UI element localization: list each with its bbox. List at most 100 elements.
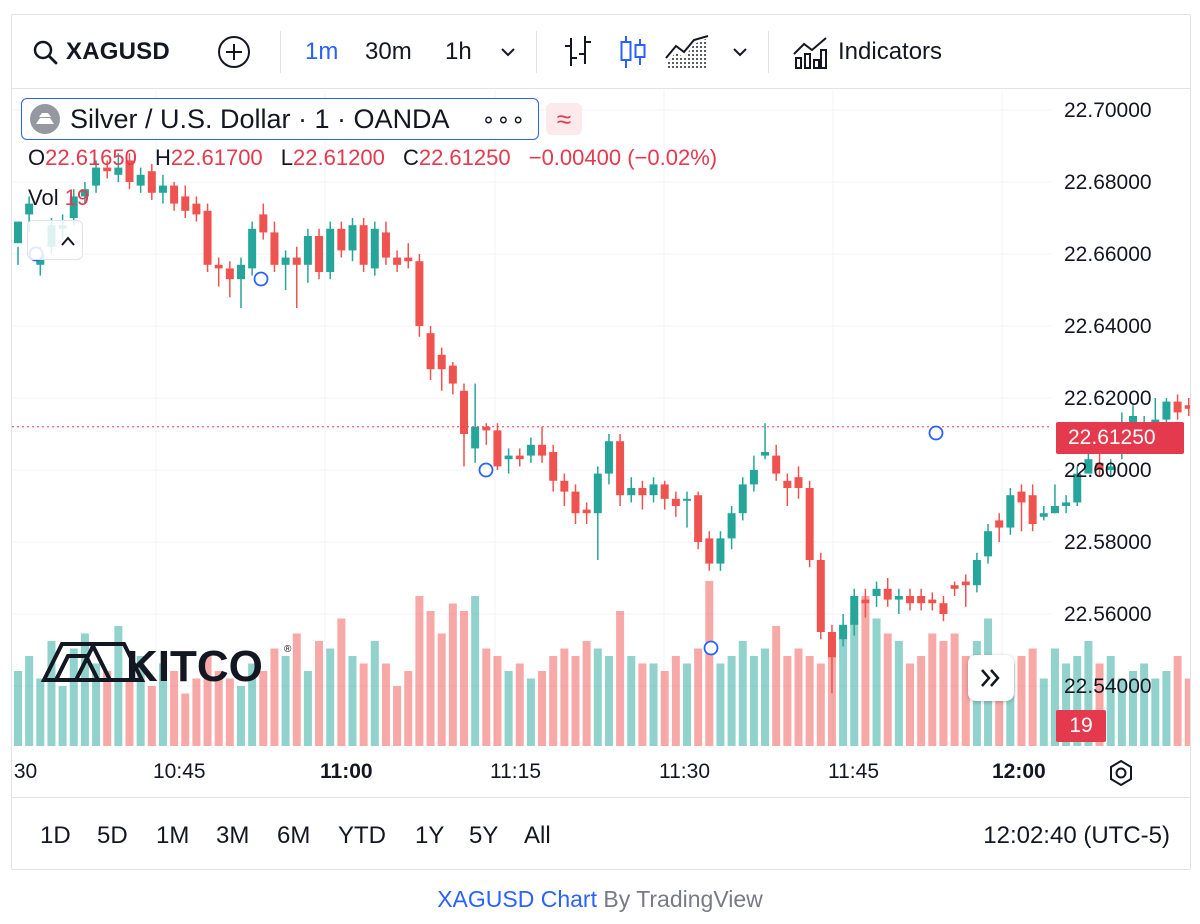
candle-body (604, 441, 613, 474)
volume-bar (604, 656, 613, 746)
price-scale-label: 22.54000 (1064, 675, 1152, 698)
price-scale-label: 22.66000 (1064, 243, 1152, 266)
compare-button[interactable] (216, 15, 252, 89)
candle-body (794, 477, 803, 488)
time-label: 11:15 (490, 760, 541, 783)
candle-body (616, 441, 625, 496)
price-chart[interactable] (12, 90, 1190, 746)
volume-bar (794, 648, 803, 746)
chart-style-dropdown[interactable] (730, 15, 750, 89)
candle-body (571, 491, 580, 514)
time-axis[interactable]: :30 10:45 11:00 11:15 11:30 11:45 12:00 (12, 746, 1190, 796)
candle-body (170, 185, 179, 204)
timeframe-30m[interactable]: 30m (365, 38, 412, 65)
volume-bar (315, 641, 324, 746)
search-icon (33, 40, 58, 65)
candle-body (749, 470, 758, 485)
chevron-up-icon (61, 236, 75, 246)
time-label: 12:00 (992, 760, 1046, 783)
volume-value: 19 (64, 185, 90, 210)
attribution-text: By TradingView (596, 886, 763, 912)
indicators-label: Indicators (838, 38, 943, 65)
candles-icon (620, 36, 646, 68)
volume-bar (225, 678, 234, 746)
candle-body (281, 257, 290, 265)
volume-legend: Vol 19 (28, 185, 90, 210)
volume-bar (58, 686, 67, 746)
candle-body (560, 480, 569, 492)
candle-body (370, 228, 379, 269)
volume-bar (816, 663, 825, 746)
candle-body (950, 585, 959, 589)
volume-bar (827, 641, 836, 746)
settings-button[interactable] (1106, 758, 1136, 793)
candle-body (482, 426, 491, 431)
candle-body (426, 333, 435, 370)
double-chevron-right-icon (981, 669, 1000, 687)
range-3m[interactable]: 3M (216, 822, 250, 849)
chart-widget: XAGUSD 1m 30m 1h (11, 14, 1191, 870)
candle-body (404, 257, 413, 262)
area-style-button[interactable] (664, 15, 710, 89)
volume-bar (270, 648, 279, 746)
range-1m[interactable]: 1M (156, 822, 190, 849)
candle-body (1184, 405, 1190, 409)
scroll-to-realtime-button[interactable] (968, 655, 1014, 701)
candle-body (816, 560, 825, 632)
range-1d[interactable]: 1D (40, 822, 71, 849)
candle-body (861, 599, 870, 604)
exchange-clock[interactable]: 12:02:40 (UTC-5) (983, 822, 1170, 849)
candle-body (337, 228, 346, 251)
timeframe-1h[interactable]: 1h (445, 38, 472, 65)
volume-bar (526, 678, 535, 746)
candle-body (359, 225, 368, 265)
chart-link[interactable]: XAGUSD Chart (437, 886, 597, 912)
range-all[interactable]: All (524, 822, 551, 849)
symbol-search[interactable]: XAGUSD (32, 15, 170, 89)
indicators-button[interactable]: Indicators (792, 15, 942, 89)
open-value: 22.61650 (45, 145, 137, 170)
range-1y[interactable]: 1Y (415, 822, 445, 849)
bars-style-button[interactable] (562, 15, 594, 89)
volume-bar (136, 656, 145, 746)
candles-style-button[interactable] (618, 15, 648, 89)
candle-body (649, 484, 658, 496)
timeframe-dropdown[interactable] (498, 15, 518, 89)
time-label: 10:45 (153, 760, 206, 783)
collapse-legend-button[interactable] (27, 220, 83, 260)
range-5d[interactable]: 5D (97, 822, 128, 849)
toolbar-divider (768, 31, 769, 73)
range-ytd[interactable]: YTD (338, 822, 386, 849)
candle-body (928, 599, 937, 604)
volume-bar (1184, 678, 1190, 746)
volume-bar (783, 656, 792, 746)
toolbar-divider (280, 31, 281, 73)
range-5y[interactable]: 5Y (469, 822, 499, 849)
range-6m[interactable]: 6M (277, 822, 311, 849)
candle-body (493, 430, 502, 467)
volume-bar (214, 671, 223, 746)
volume-bar (671, 656, 680, 746)
symbol-legend[interactable]: Silver / U.S. Dollar · 1 · OANDA ∘∘∘ (21, 98, 539, 140)
timeframe-1m[interactable]: 1m (305, 38, 339, 65)
candle-body (894, 596, 903, 600)
candle-body (292, 257, 301, 265)
time-label: 11:45 (828, 760, 879, 783)
volume-bar (348, 656, 357, 746)
chart-pane[interactable]: Silver / U.S. Dollar · 1 · OANDA ∘∘∘ ≈ O… (12, 90, 1190, 796)
more-options-icon[interactable]: ∘∘∘ (481, 107, 526, 132)
candle-body (270, 232, 279, 265)
candle-body (92, 167, 101, 186)
candle-body (393, 257, 402, 265)
candle-body (460, 390, 468, 434)
volume-bar (560, 648, 569, 746)
volume-bar (1117, 678, 1126, 746)
volume-bar (448, 603, 457, 746)
volume-bar (593, 648, 602, 746)
volume-bar (928, 633, 937, 746)
candle-body (727, 513, 736, 539)
event-marker (253, 271, 269, 287)
candle-body (381, 232, 390, 258)
volume-bar (649, 663, 658, 746)
delayed-data-badge[interactable]: ≈ (546, 103, 582, 135)
